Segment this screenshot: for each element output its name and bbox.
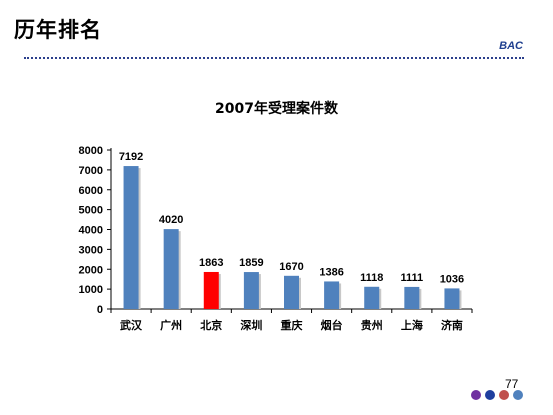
x-tick-label: 济南 xyxy=(441,318,463,332)
bar xyxy=(404,286,420,309)
bar xyxy=(123,166,139,309)
data-label: 1036 xyxy=(440,273,464,285)
x-tick-label: 烟台 xyxy=(321,318,343,332)
data-label: 7192 xyxy=(119,151,143,163)
x-tick-label: 贵州 xyxy=(361,318,383,332)
decorative-dots xyxy=(471,390,523,400)
title-divider xyxy=(24,57,524,59)
decorative-dot xyxy=(485,390,495,400)
slide-title: 历年排名 xyxy=(14,18,102,42)
x-tick-label: 深圳 xyxy=(240,318,262,332)
data-label: 1859 xyxy=(239,257,263,269)
x-tick-label: 重庆 xyxy=(281,318,303,332)
bar xyxy=(284,275,299,309)
data-label: 1863 xyxy=(199,257,223,269)
y-tick-label: 0 xyxy=(97,304,103,316)
data-label: 4020 xyxy=(159,214,183,226)
data-label: 1386 xyxy=(319,266,343,278)
y-tick-label: 8000 xyxy=(79,145,103,157)
y-tick-label: 2000 xyxy=(79,264,103,276)
y-tick-label: 7000 xyxy=(79,165,103,177)
brand-logo: BAC xyxy=(499,40,523,52)
decorative-dot xyxy=(513,390,523,400)
y-tick-label: 4000 xyxy=(79,225,103,237)
page-number: 77 xyxy=(505,377,519,391)
y-tick-label: 6000 xyxy=(79,185,103,197)
bar xyxy=(243,272,259,309)
chart-title: 2007年受理案件数 xyxy=(215,101,338,117)
bar xyxy=(163,229,179,309)
x-tick-label: 武汉 xyxy=(120,318,143,332)
y-tick-label: 5000 xyxy=(79,205,103,217)
bar xyxy=(444,288,460,309)
decorative-dot xyxy=(499,390,509,400)
data-label: 1670 xyxy=(279,261,303,273)
y-tick-label: 1000 xyxy=(79,284,103,296)
data-label: 1111 xyxy=(401,272,424,284)
bar xyxy=(324,281,340,309)
data-label: 1118 xyxy=(360,272,383,284)
x-tick-label: 北京 xyxy=(200,318,222,332)
x-tick-label: 广州 xyxy=(160,318,182,332)
decorative-dot xyxy=(471,390,481,400)
x-tick-label: 上海 xyxy=(401,318,423,332)
bar xyxy=(203,271,219,309)
bar xyxy=(364,286,380,309)
y-tick-label: 3000 xyxy=(79,244,103,256)
